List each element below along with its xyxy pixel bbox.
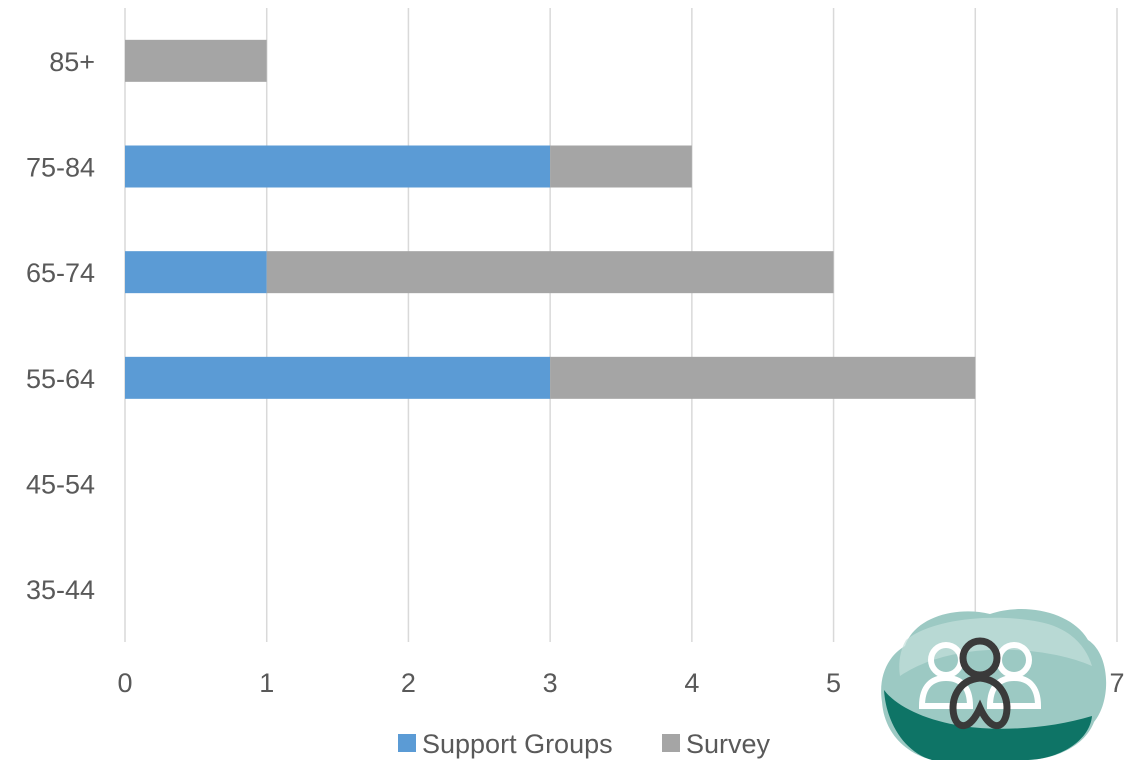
- bar-support-groups-65-74: [125, 251, 267, 294]
- legend-swatch-support-groups: [398, 734, 416, 752]
- legend-label-survey: Survey: [686, 729, 771, 759]
- y-tick-labels: 35-44 45-54 55-64 65-74 75-84 85+: [26, 47, 95, 605]
- x-tick-label: 3: [543, 668, 558, 698]
- legend: Support Groups Survey: [398, 729, 771, 759]
- y-tick-label-65-74: 65-74: [26, 258, 95, 288]
- x-tick-label: 1: [259, 668, 274, 698]
- bar-support-groups-75-84: [125, 145, 551, 188]
- support-group-people-logo-icon: [881, 609, 1107, 760]
- y-tick-label-85: 85+: [49, 47, 95, 77]
- logo-person-center: [949, 637, 1011, 729]
- x-tick-label: 4: [684, 668, 699, 698]
- y-tick-label-55-64: 55-64: [26, 364, 95, 394]
- x-tick-label: 5: [826, 668, 841, 698]
- bar-survey-65-74: [266, 251, 834, 294]
- y-tick-label-75-84: 75-84: [26, 153, 95, 183]
- x-tick-label: 7: [1109, 668, 1124, 698]
- y-tick-label-45-54: 45-54: [26, 470, 95, 500]
- legend-label-support-groups: Support Groups: [422, 729, 613, 759]
- bar-survey-85: [125, 39, 267, 82]
- logo-cloud-front: [884, 690, 1092, 760]
- bar-survey-75-84: [550, 145, 692, 188]
- gridlines: [124, 8, 1118, 642]
- x-tick-labels: 01234567: [117, 668, 1124, 698]
- x-tick-label: 2: [401, 668, 416, 698]
- bar-support-groups-55-64: [125, 356, 551, 399]
- bar-survey-55-64: [550, 356, 976, 399]
- bars: [125, 39, 976, 399]
- legend-swatch-survey: [662, 734, 680, 752]
- y-tick-label-35-44: 35-44: [26, 575, 95, 605]
- x-tick-label: 0: [117, 668, 132, 698]
